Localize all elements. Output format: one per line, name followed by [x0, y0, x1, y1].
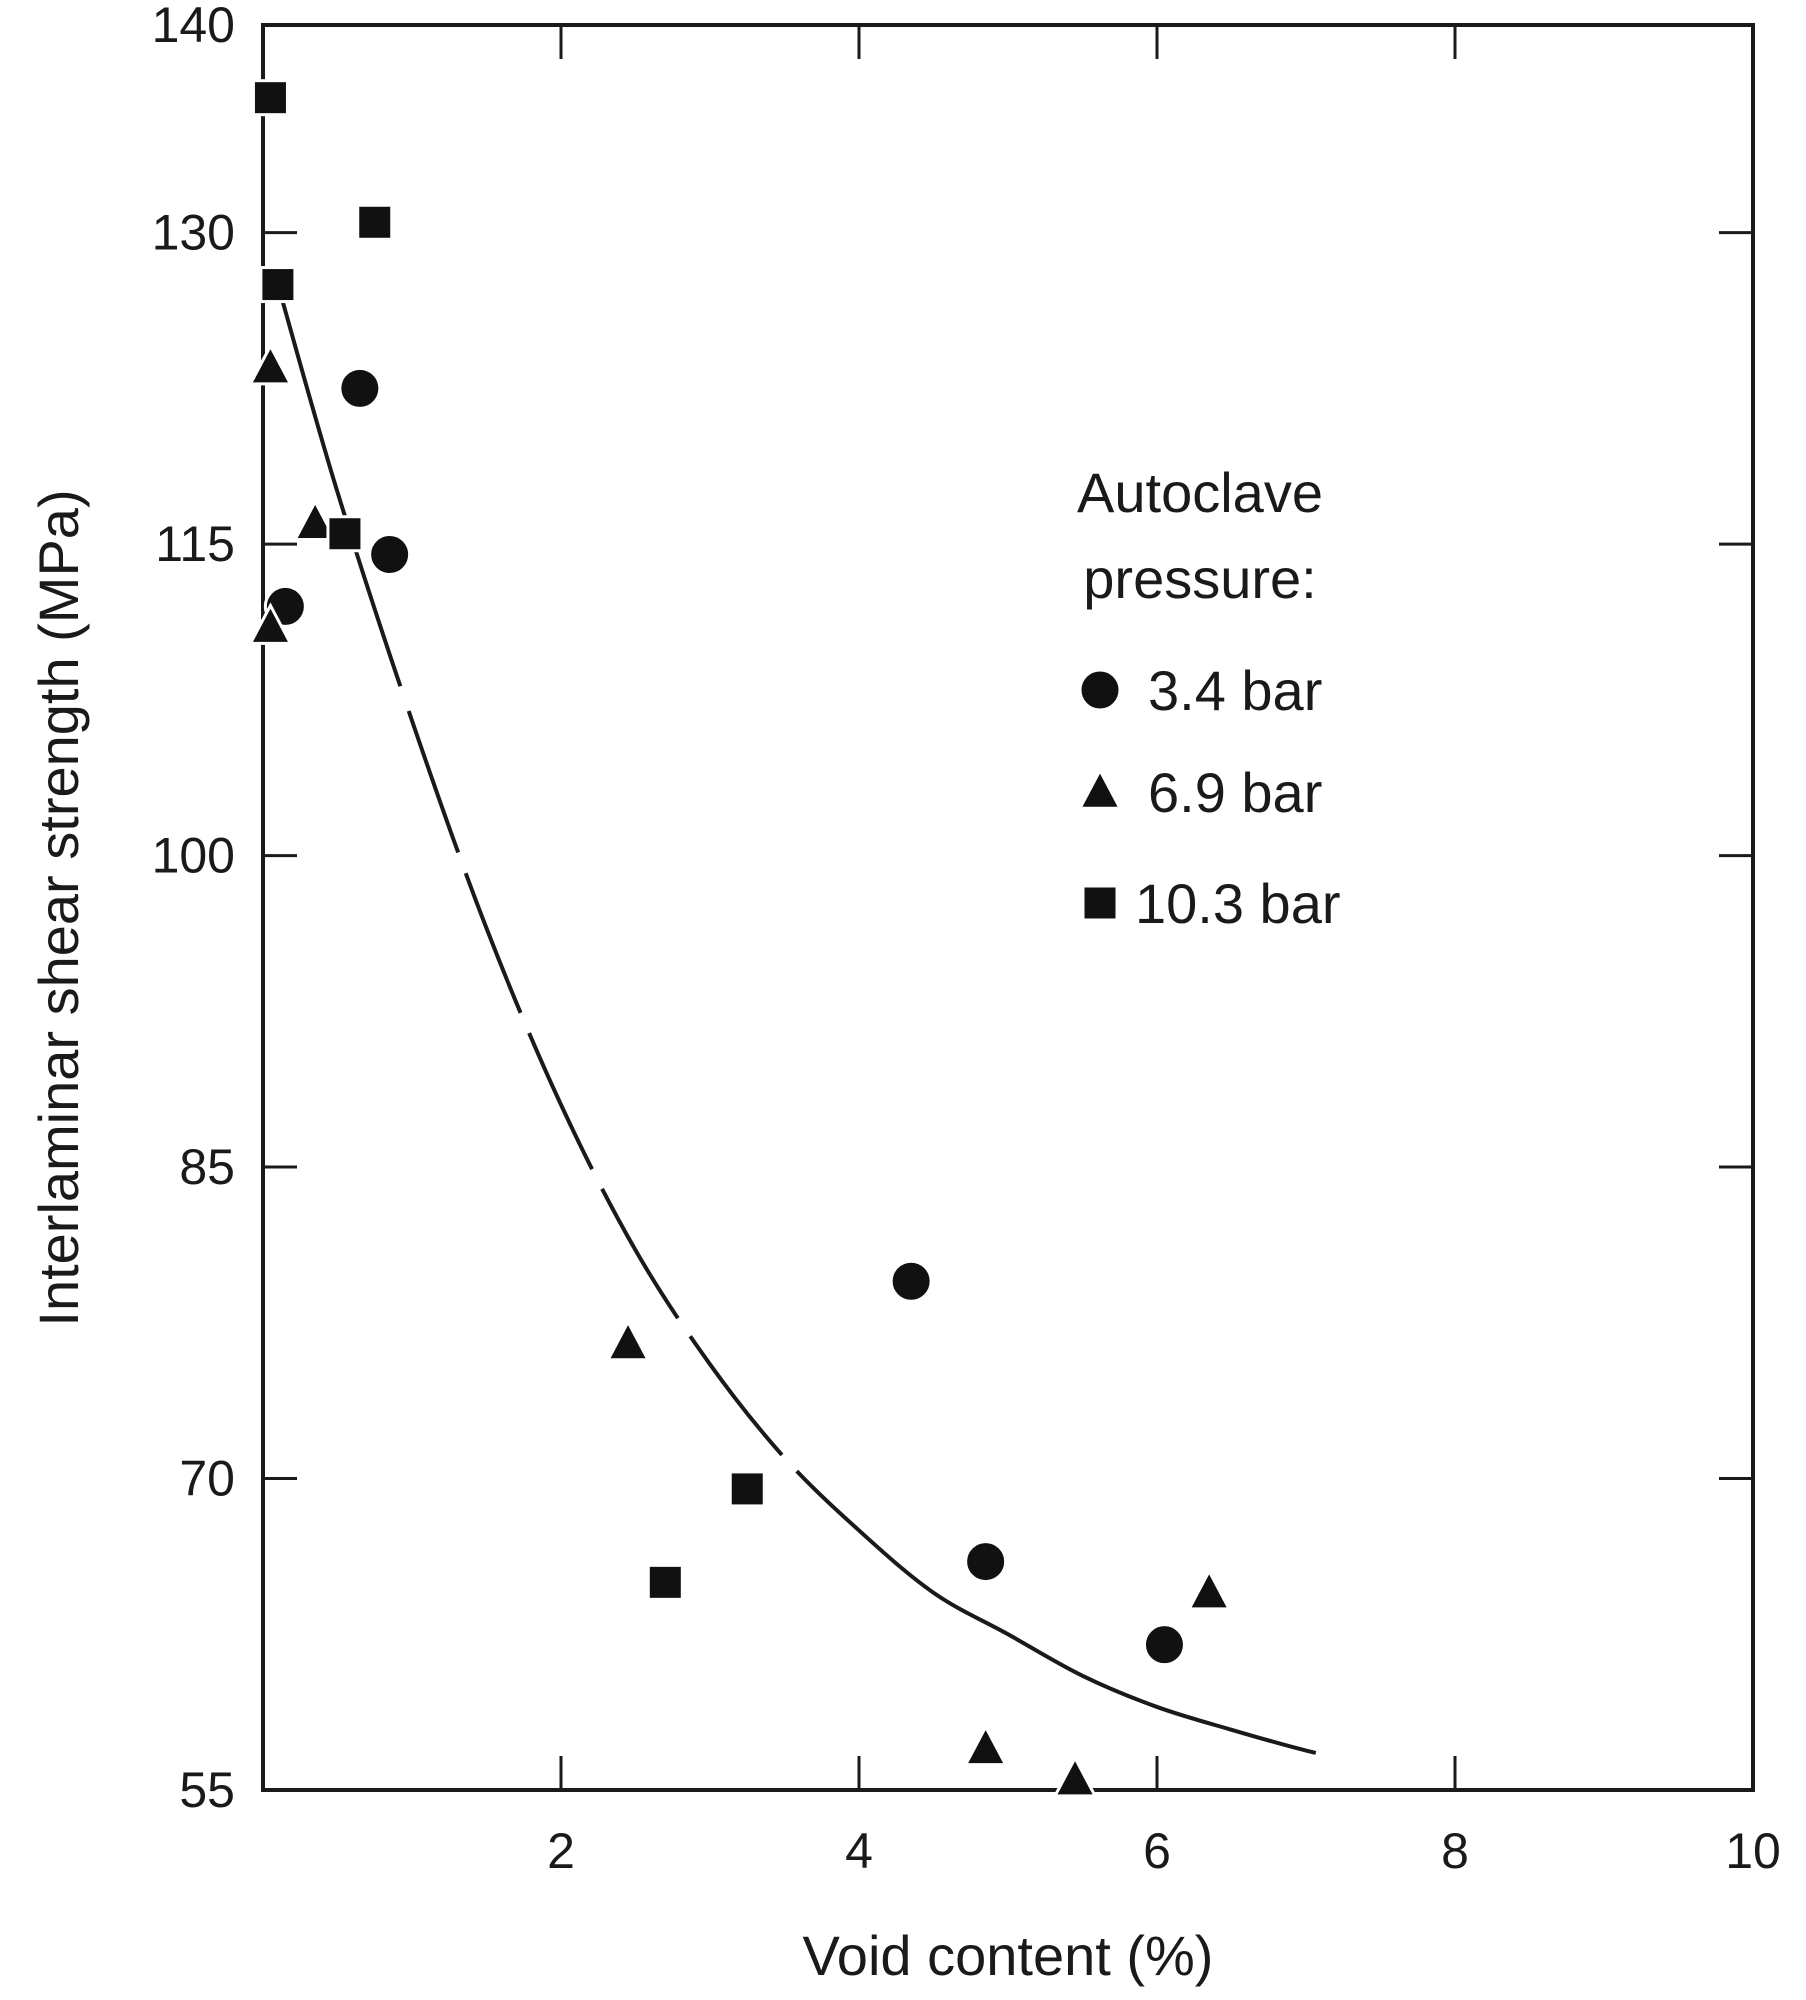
circle-point [338, 366, 382, 410]
square-point [251, 79, 289, 117]
legend-circle-marker [1078, 668, 1122, 712]
circle-point [964, 1540, 1008, 1584]
circle-point [1142, 1623, 1186, 1667]
y-tick-label: 85 [179, 1139, 235, 1195]
x-tick-label: 2 [547, 1823, 575, 1879]
square-point [646, 1563, 684, 1601]
x-axis-title: Void content (%) [803, 1924, 1214, 1987]
triangle-point [1186, 1567, 1232, 1611]
legend-triangle-marker [1077, 767, 1123, 810]
square-point [728, 1470, 766, 1508]
legend-square-marker [1081, 884, 1119, 922]
legend-items: 3.4 bar 6.9 bar 10.3 bar [1077, 659, 1341, 935]
triangle-point [292, 498, 338, 542]
y-tick-label: 70 [179, 1451, 235, 1507]
x-tick-label: 6 [1143, 1823, 1171, 1879]
trend-curve-path [275, 284, 1419, 1778]
square-point [259, 266, 297, 304]
y-axis-title: Interlaminar shear strength (MPa) [27, 489, 90, 1326]
triangle-point [1052, 1754, 1098, 1798]
legend-label: 3.4 bar [1148, 659, 1322, 722]
square-point [356, 203, 394, 241]
y-tick-label: 140 [152, 0, 235, 53]
y-tick-label: 115 [155, 516, 235, 572]
data-points [247, 79, 1232, 1798]
x-tick-label: 4 [845, 1823, 873, 1879]
legend-label: 10.3 bar [1135, 872, 1341, 935]
triangle-point [247, 602, 293, 645]
triangle-point [247, 342, 293, 386]
axis-ticks: 2 4 6 8 10 55 70 85 100 115 130 140 [152, 0, 1781, 1879]
y-tick-label: 55 [179, 1762, 235, 1818]
circle-point [368, 533, 412, 576]
legend: Autoclave pressure: 3.4 bar 6.9 bar 10.3 b… [1077, 461, 1340, 935]
legend-title-line2: pressure: [1083, 547, 1316, 610]
plot-frame [261, 23, 1755, 1792]
triangle-point [605, 1318, 651, 1362]
legend-label: 6.9 bar [1148, 761, 1322, 824]
x-tick-label: 10 [1725, 1823, 1781, 1879]
square-point [326, 515, 364, 553]
legend-title-line1: Autoclave [1077, 461, 1323, 524]
y-tick-label: 130 [152, 205, 235, 261]
y-tick-label: 100 [152, 828, 235, 884]
x-tick-label: 8 [1441, 1823, 1469, 1879]
circle-point [889, 1259, 933, 1303]
triangle-point [963, 1723, 1009, 1767]
trend-curve [275, 284, 1419, 1778]
